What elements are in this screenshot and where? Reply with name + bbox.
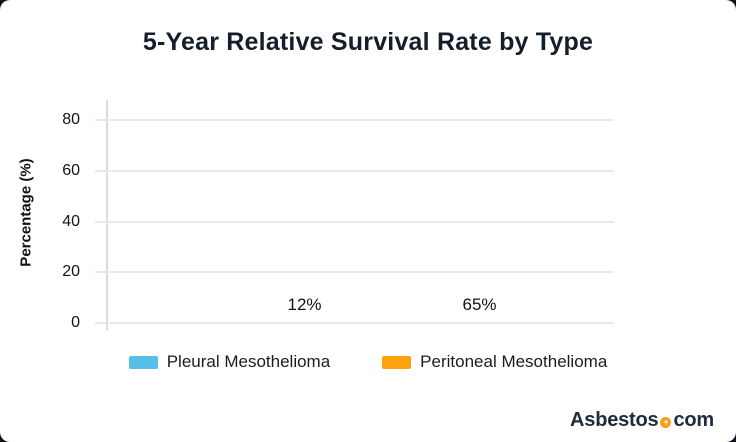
y-axis-label: Percentage (%) [17,158,35,267]
plot-area: 0 20 40 60 80 12% 65% [62,100,614,331]
legend-swatch-peritoneal-icon [382,355,412,369]
legend-label-pleural: Pleural Mesothelioma [166,352,331,371]
gridline-20 [95,271,614,274]
legend-item-peritoneal: Peritoneal Mesothelioma [382,352,607,372]
y-tick-label-60: 60 [62,161,80,179]
gridline-40 [95,220,614,223]
y-tick-label-0: 0 [71,314,80,331]
legend-item-pleural: Pleural Mesothelioma [128,352,331,372]
gridline-60 [95,169,614,172]
gridline-80 [95,119,614,122]
chart-title: 5-Year Relative Survival Rate by Type [142,28,594,56]
plus-circle-icon: + [660,417,672,428]
asbestos-logo[interactable]: Asbestos + com [570,409,714,432]
chart-legend: Pleural Mesothelioma Peritoneal Mesothel… [0,352,736,372]
legend-label-peritoneal: Peritoneal Mesothelioma [420,352,608,371]
logo-text-part2: com [673,409,714,431]
y-tick-label-20: 20 [62,263,80,281]
y-tick-label-80: 80 [62,111,80,129]
bar-value-label-peritoneal: 65% [462,295,497,314]
gridline-0 [95,322,614,324]
logo-text-part1: Asbestos [570,409,659,431]
y-tick-label-40: 40 [62,212,80,230]
bar-value-label-pleural: 12% [287,295,322,314]
legend-swatch-pleural-icon [128,355,158,369]
